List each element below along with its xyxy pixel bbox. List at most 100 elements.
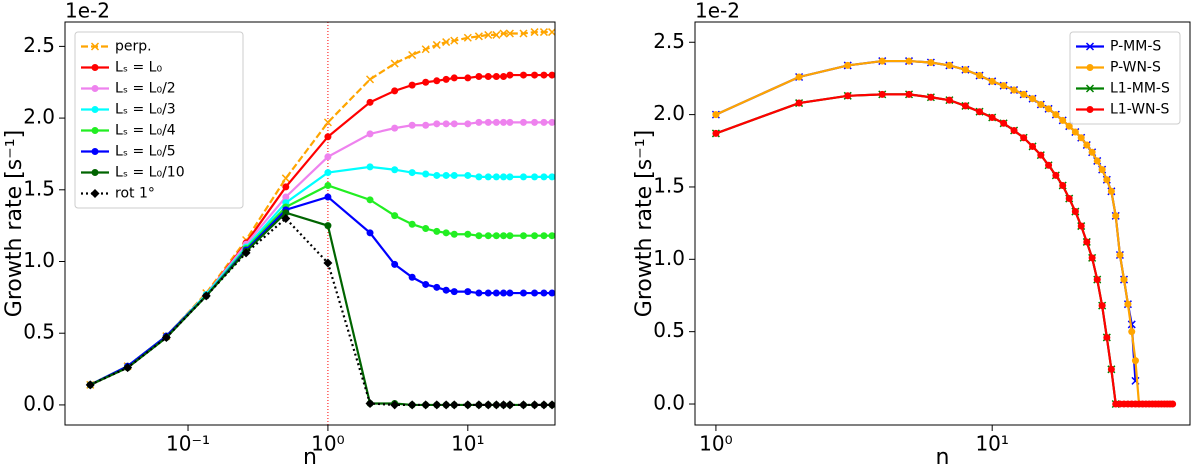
- point: [499, 29, 508, 38]
- point: [1020, 134, 1028, 142]
- point: [433, 77, 441, 85]
- point: [961, 66, 969, 74]
- point: [548, 173, 555, 181]
- point: [712, 111, 720, 119]
- point: [391, 166, 399, 174]
- point: [450, 74, 458, 82]
- point: [450, 36, 459, 45]
- series-line: [89, 211, 553, 407]
- point: [548, 289, 555, 297]
- point: [505, 29, 514, 38]
- series-line: [715, 93, 1173, 406]
- point: [281, 213, 291, 223]
- point: [540, 71, 548, 79]
- point: [1120, 276, 1128, 284]
- point: [988, 77, 996, 85]
- point: [484, 173, 492, 181]
- point: [484, 289, 492, 297]
- legend-marker: [1085, 84, 1095, 93]
- point: [531, 118, 539, 126]
- point: [905, 57, 913, 65]
- point: [506, 173, 514, 181]
- point: [323, 258, 333, 268]
- point: [483, 400, 493, 410]
- point: [878, 90, 886, 98]
- y-tick-label: 2.0: [653, 101, 685, 125]
- point: [519, 118, 527, 126]
- point: [433, 227, 441, 235]
- point: [1059, 116, 1067, 124]
- point: [539, 400, 549, 410]
- point: [531, 289, 539, 297]
- point: [475, 289, 483, 297]
- point: [391, 87, 399, 95]
- point: [408, 81, 416, 89]
- legend-label: rot 1°: [115, 186, 155, 202]
- point: [1052, 111, 1060, 119]
- y-axis-label: Growth rate [s⁻¹]: [2, 130, 27, 317]
- point: [442, 120, 450, 128]
- point: [450, 120, 458, 128]
- point: [474, 400, 484, 410]
- point: [1000, 119, 1008, 127]
- x-tick-label: 10⁰: [311, 432, 344, 456]
- legend-marker: [91, 169, 99, 176]
- point: [282, 183, 290, 191]
- point: [421, 45, 430, 54]
- point: [1010, 127, 1018, 135]
- point: [408, 50, 417, 60]
- legend-marker: [91, 64, 99, 71]
- point: [366, 75, 375, 84]
- point: [519, 71, 527, 79]
- point: [422, 280, 430, 288]
- legend-marker: [91, 148, 99, 155]
- point: [324, 169, 332, 177]
- point: [961, 102, 969, 110]
- point: [519, 232, 527, 240]
- point: [282, 209, 290, 217]
- point: [1020, 90, 1028, 98]
- point: [474, 32, 483, 41]
- point: [548, 28, 555, 37]
- point: [442, 75, 450, 83]
- point: [976, 72, 984, 80]
- point: [366, 163, 374, 171]
- point: [432, 40, 441, 49]
- y-tick-label: 2.5: [653, 29, 685, 53]
- point: [450, 230, 458, 238]
- point: [1093, 276, 1101, 284]
- point: [540, 173, 548, 181]
- point: [1112, 212, 1120, 220]
- point: [1037, 151, 1045, 159]
- point: [1116, 251, 1124, 259]
- y-tick-label: 0.5: [23, 320, 55, 344]
- point: [519, 289, 527, 297]
- point: [391, 212, 399, 220]
- point: [1052, 171, 1060, 179]
- legend-box: [74, 31, 244, 209]
- axes: 10⁰ 10¹ 0.0 0.5 1.0 1.5 2.0 2.5 n Growth rate [s⁻…: [632, 0, 1191, 467]
- point: [475, 173, 483, 181]
- point: [366, 130, 374, 138]
- y-tick-label: 1.0: [23, 248, 55, 272]
- point: [519, 29, 528, 38]
- point: [945, 96, 953, 104]
- point: [1083, 238, 1091, 246]
- y-axis-label: Growth rate [s⁻¹]: [632, 130, 657, 317]
- point: [391, 260, 399, 268]
- point: [500, 72, 508, 80]
- legend-box: [1069, 31, 1181, 125]
- point: [531, 232, 539, 240]
- point: [878, 57, 886, 65]
- x-axis-label: n: [303, 445, 317, 467]
- point: [540, 232, 548, 240]
- point: [475, 118, 483, 126]
- point: [323, 118, 332, 127]
- point: [433, 120, 441, 128]
- y-tick-label: 1.5: [653, 173, 685, 197]
- y-tick-label: 0.5: [653, 318, 685, 342]
- point: [491, 400, 501, 410]
- point: [1103, 176, 1111, 184]
- point: [1059, 182, 1067, 190]
